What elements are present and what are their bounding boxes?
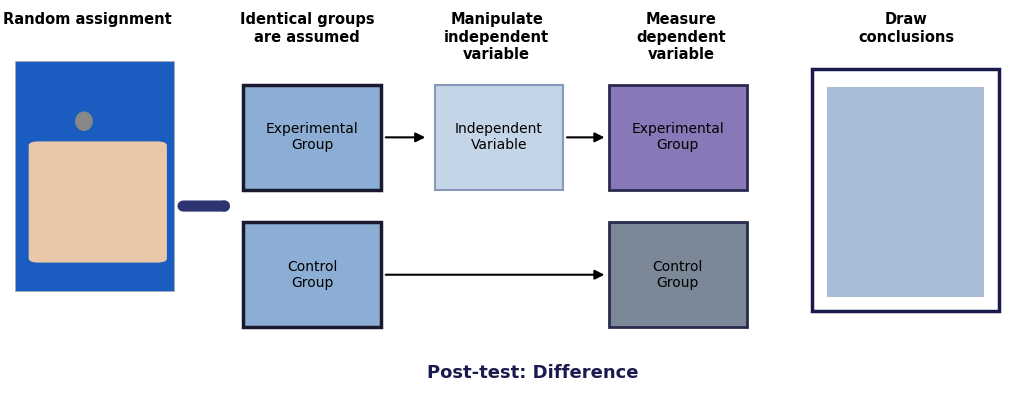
Text: Experimental
Group: Experimental Group	[632, 122, 724, 152]
Text: Post-test: Difference: Post-test: Difference	[427, 364, 638, 382]
Text: Measure
dependent
variable: Measure dependent variable	[636, 12, 726, 62]
FancyBboxPatch shape	[244, 85, 381, 190]
FancyBboxPatch shape	[827, 87, 984, 297]
FancyBboxPatch shape	[608, 222, 748, 327]
Text: Control
Group: Control Group	[287, 260, 338, 290]
FancyBboxPatch shape	[29, 141, 167, 263]
FancyBboxPatch shape	[608, 85, 748, 190]
Text: Difference is
due to the
independent
variable: Difference is due to the independent var…	[863, 163, 948, 221]
Text: Experimental
Group: Experimental Group	[266, 122, 358, 152]
Text: Identical groups
are assumed: Identical groups are assumed	[240, 12, 375, 44]
Text: Draw
conclusions: Draw conclusions	[858, 12, 954, 44]
FancyBboxPatch shape	[434, 85, 563, 190]
Text: Manipulate
independent
variable: Manipulate independent variable	[444, 12, 549, 62]
Ellipse shape	[76, 112, 92, 130]
FancyBboxPatch shape	[244, 222, 381, 327]
Text: Random assignment: Random assignment	[3, 12, 171, 27]
Text: Independent
Variable: Independent Variable	[455, 122, 543, 152]
FancyBboxPatch shape	[15, 61, 174, 291]
Text: Control
Group: Control Group	[652, 260, 703, 290]
FancyBboxPatch shape	[812, 69, 999, 311]
